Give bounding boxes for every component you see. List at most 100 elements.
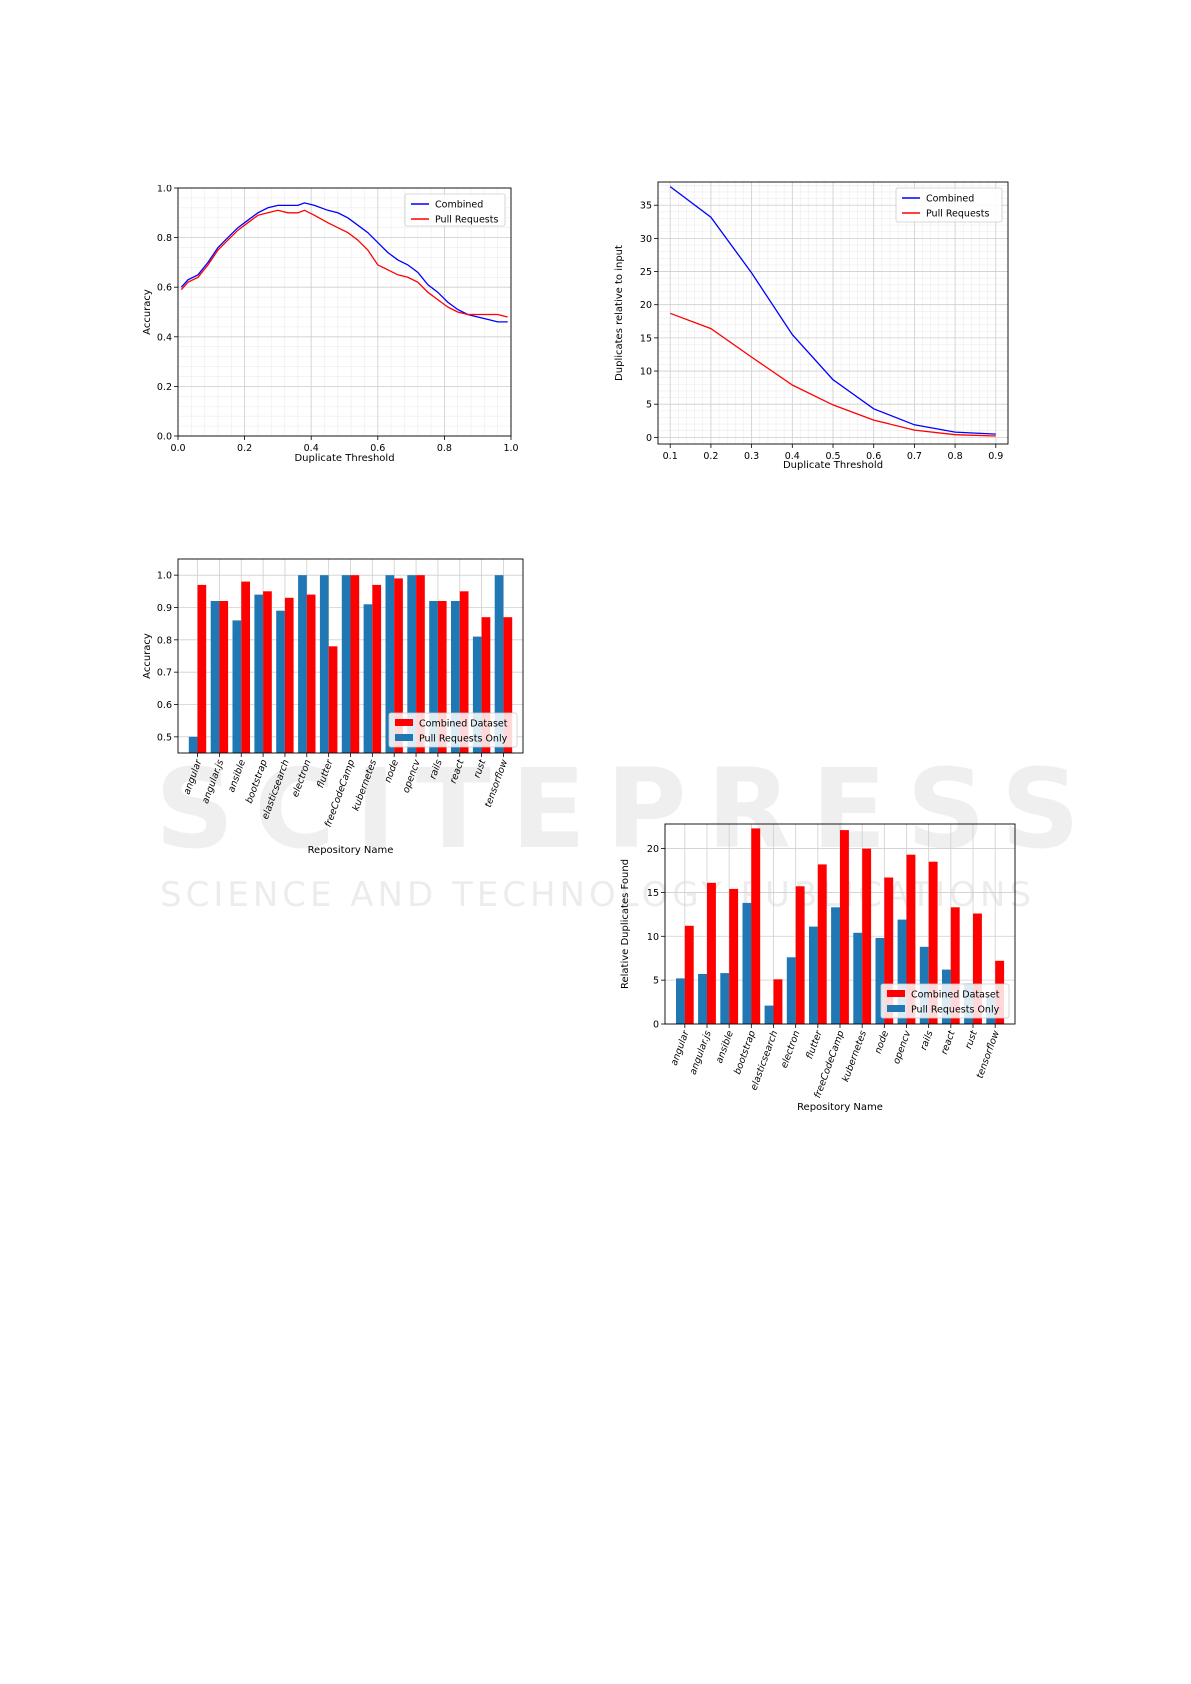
bar [809,926,818,1024]
x-axis-label: Repository Name [308,845,394,856]
legend-box [880,983,1010,1019]
bar [840,830,849,1024]
x-tick-label: angular.js [688,1029,714,1076]
y-tick-label: 5 [646,400,652,411]
x-tick-label: flutter [315,757,336,789]
y-tick-label: 35 [640,201,652,212]
y-tick-label: 0.6 [157,700,172,711]
bar [897,919,907,1024]
bar [764,1005,774,1024]
bar [795,886,805,1024]
x-tick-label: 0.4 [785,451,800,462]
legend-entry: Combined Dataset [911,990,1000,1001]
plot-border [177,558,524,754]
bar [676,978,685,1024]
bar [729,888,739,1024]
y-axis-label: Relative Duplicates Found [620,859,631,989]
x-tick-label: opencv [401,758,423,795]
x-axis-label: Duplicate Threshold [783,460,883,471]
bar [751,828,761,1024]
bar [385,575,395,753]
bar [451,601,460,753]
x-tick-label: 0.8 [948,451,963,462]
bar [786,957,796,1024]
x-tick-label: 0.0 [170,443,185,454]
y-tick-label: 15 [647,888,659,899]
legend-entry: Pull Requests [926,209,989,220]
y-tick-label: 0.7 [157,668,172,679]
bar [319,575,329,753]
bar [928,861,938,1024]
legend: Combined Pull Requests [895,187,1003,223]
series-line [669,312,996,437]
bar [254,594,264,753]
legend-entry: Pull Requests Only [419,734,508,745]
bar [884,877,894,1024]
bar [503,617,513,753]
series-line [180,209,508,318]
x-tick-label: bootstrap [732,1029,758,1076]
bar [906,854,916,1024]
bar [306,594,316,753]
x-tick-label: angular [669,1028,692,1067]
bar [429,601,438,753]
legend-box [895,187,1003,223]
x-tick-label: 1.0 [503,443,518,454]
bar [875,938,885,1024]
y-tick-label: 0.0 [157,432,172,443]
bar [742,902,752,1024]
x-tick-label: tensorflow [975,1029,1003,1080]
x-tick-label: node [873,1029,891,1055]
series-line [669,186,996,435]
x-axis-label: Duplicate Threshold [294,453,394,464]
series-line [180,202,508,323]
plot-border [657,181,1009,445]
x-tick-label: ansible [714,1029,736,1065]
plot-border [177,187,512,437]
x-tick-label: rails [428,758,445,781]
bar [416,575,425,753]
legend-swatch [887,990,905,997]
y-tick-label: 0.5 [157,732,172,743]
bar [298,575,307,753]
y-tick-label: 0 [653,1020,659,1031]
x-tick-label: ansible [226,758,248,794]
x-tick-label: 0.5 [825,451,840,462]
bar [698,974,707,1024]
legend-entry: Combined Dataset [419,719,508,730]
x-tick-label: node [383,758,401,784]
legend-swatch [887,1005,905,1012]
y-tick-label: 20 [647,844,659,855]
legend: Combined Dataset Pull Requests Only [388,712,518,748]
legend: Combined Dataset Pull Requests Only [880,983,1010,1019]
x-tick-label: 0.8 [437,443,452,454]
x-tick-label: react [939,1028,958,1056]
bar [284,597,294,753]
y-axis-label: Accuracy [142,633,153,679]
bar [276,610,285,753]
bar [494,575,504,753]
bar [817,864,827,1024]
x-axis-label: Repository Name [797,1102,883,1113]
y-tick-label: 10 [640,367,652,378]
y-tick-label: 30 [640,234,652,245]
bar [341,575,351,753]
x-tick-label: rust [472,757,489,779]
y-tick-label: 5 [653,976,659,987]
y-tick-label: 15 [640,333,652,344]
bar [197,584,207,753]
bar [720,973,730,1024]
y-tick-label: 0.6 [157,283,172,294]
duplicates-threshold-line-chart: 0 5 10 15 20 25 30 35 0.1 0.2 0.3 0.4 0.5 0.6 0.7 0.8 0.… [614,181,1009,471]
x-tick-label: 0.4 [304,443,319,454]
legend-box [404,193,506,227]
bar [853,932,863,1024]
x-tick-label: flutter [804,1028,825,1060]
y-axis-label: Accuracy [142,289,153,335]
legend-entry: Pull Requests [435,215,498,226]
bar [459,591,469,753]
y-tick-label: 1.0 [157,185,172,195]
x-tick-label: opencv [891,1029,913,1066]
bar [773,979,783,1024]
y-tick-label: 25 [640,267,652,278]
